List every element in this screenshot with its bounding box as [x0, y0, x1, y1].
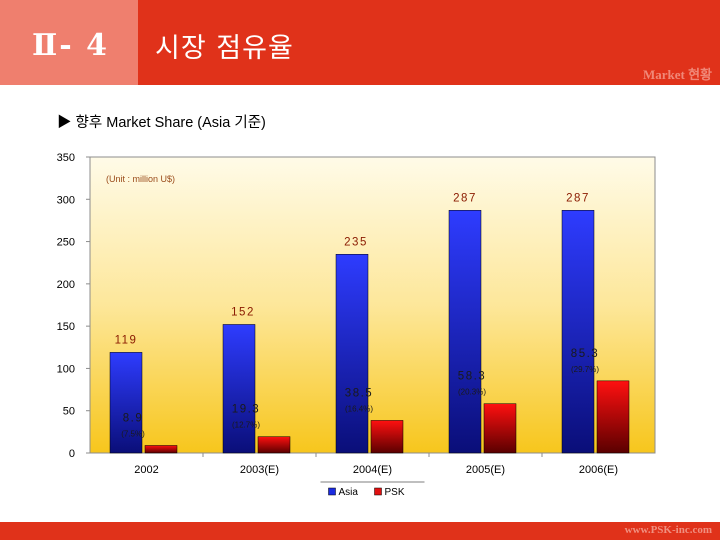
psk-bar — [483, 403, 517, 454]
asia-bar — [222, 324, 256, 454]
header-bar: Ⅱ- 4 시장 점유율 Market 현황 — [0, 0, 720, 85]
y-tick-label: 0 — [69, 448, 75, 460]
legend-swatch-psk — [374, 487, 382, 496]
psk-value-label: 58.3 — [458, 371, 486, 383]
footer-url: www.PSK-inc.com — [624, 524, 712, 536]
asia-value-label: 235 — [344, 236, 368, 248]
psk-share-label: (16.4%) — [345, 404, 373, 413]
y-tick-label: 350 — [57, 152, 75, 164]
psk-bar — [144, 445, 178, 454]
y-tick-label: 50 — [63, 406, 75, 418]
footer-bar: www.PSK-inc.com — [0, 522, 720, 540]
psk-value-label: 19.3 — [232, 404, 260, 416]
unit-note: (Unit : million U$) — [106, 174, 175, 184]
x-tick-label: 2002 — [134, 464, 158, 476]
plot-area — [89, 156, 656, 454]
y-tick-label: 200 — [57, 279, 75, 291]
psk-share-label: (7.5%) — [121, 429, 145, 438]
x-tick-label: 2004(E) — [353, 464, 392, 476]
x-tick-label: 2006(E) — [579, 464, 618, 476]
x-tick-label: 2003(E) — [240, 464, 279, 476]
asia-value-label: 287 — [453, 192, 477, 204]
psk-bar — [257, 436, 291, 454]
psk-value-label: 38.5 — [345, 387, 373, 399]
asia-value-label: 152 — [231, 306, 255, 318]
asia-bar — [109, 352, 143, 454]
asia-bar — [335, 254, 369, 454]
psk-value-label: 85.3 — [571, 348, 599, 360]
market-share-chart: 0 50 100 150 200 250 300 350 2002 2003(E) 2004(E) 2… — [57, 152, 656, 498]
psk-share-label: (12.7%) — [232, 421, 260, 430]
psk-value-label: 8.9 — [123, 412, 144, 424]
header-watermark: Market 현황 — [642, 67, 712, 82]
page-title: 시장 점유율 — [155, 33, 294, 64]
chart-subtitle: ▶ 향후 Market Share (Asia 기준) — [57, 115, 266, 131]
asia-bar — [448, 210, 482, 454]
y-tick-label: 300 — [57, 194, 75, 206]
psk-share-label: (29.7%) — [571, 365, 599, 374]
legend-swatch-asia — [328, 487, 336, 496]
y-tick-label: 100 — [57, 363, 75, 375]
y-tick-label: 150 — [57, 321, 75, 333]
legend-label-asia: Asia — [339, 487, 359, 498]
asia-value-label: 287 — [566, 192, 590, 204]
asia-value-label: 119 — [115, 334, 138, 346]
psk-bar — [370, 420, 404, 454]
y-tick-label: 250 — [57, 237, 75, 249]
psk-share-label: (20.3%) — [458, 388, 486, 397]
section-box: Ⅱ- 4 — [0, 0, 138, 85]
legend-label-psk: PSK — [385, 487, 405, 498]
asia-bar — [561, 210, 595, 454]
x-tick-label: 2005(E) — [466, 464, 505, 476]
section-number: Ⅱ- 4 — [32, 28, 110, 63]
psk-bar — [596, 380, 630, 454]
